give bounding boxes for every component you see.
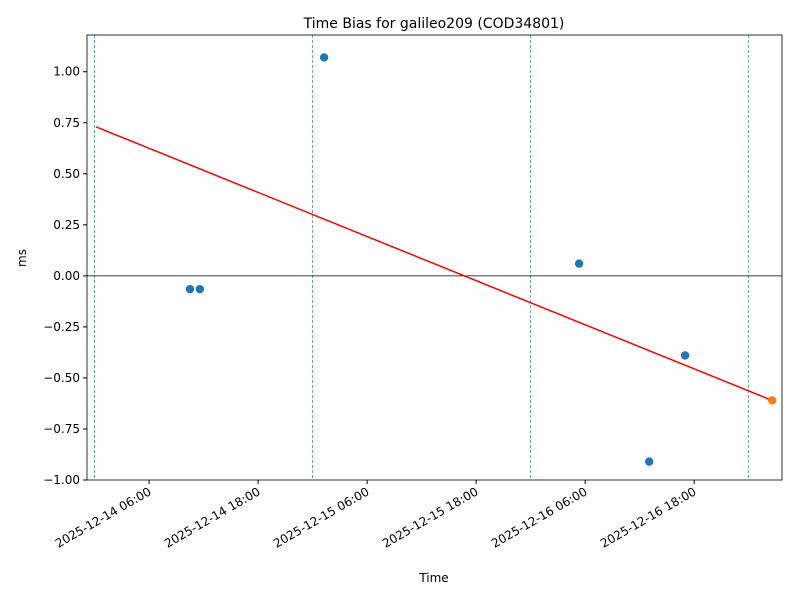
data-point: [185, 284, 195, 294]
y-axis-label: ms: [15, 249, 29, 267]
y-tick-label: 0.00: [53, 269, 80, 283]
y-tick-label: −1.00: [43, 473, 80, 487]
x-axis-label: Time: [418, 571, 448, 585]
data-point: [574, 259, 584, 268]
y-tick-label: 0.75: [53, 116, 80, 130]
data-point: [680, 351, 690, 360]
chart-title: Time Bias for galileo209 (COD34801): [303, 16, 565, 32]
y-tick-label: 0.25: [53, 218, 80, 232]
y-tick-label: −0.25: [43, 320, 80, 334]
y-tick-label: −0.75: [43, 422, 80, 436]
y-tick-label: −0.50: [43, 371, 80, 385]
data-point: [645, 457, 654, 466]
data-point: [767, 396, 777, 405]
data-point: [319, 53, 329, 62]
data-point: [195, 284, 205, 294]
plot-frame: [86, 34, 783, 481]
y-tick-label: 1.00: [53, 65, 80, 79]
y-tick-label: 0.50: [53, 167, 80, 181]
trend-line: [95, 126, 773, 402]
